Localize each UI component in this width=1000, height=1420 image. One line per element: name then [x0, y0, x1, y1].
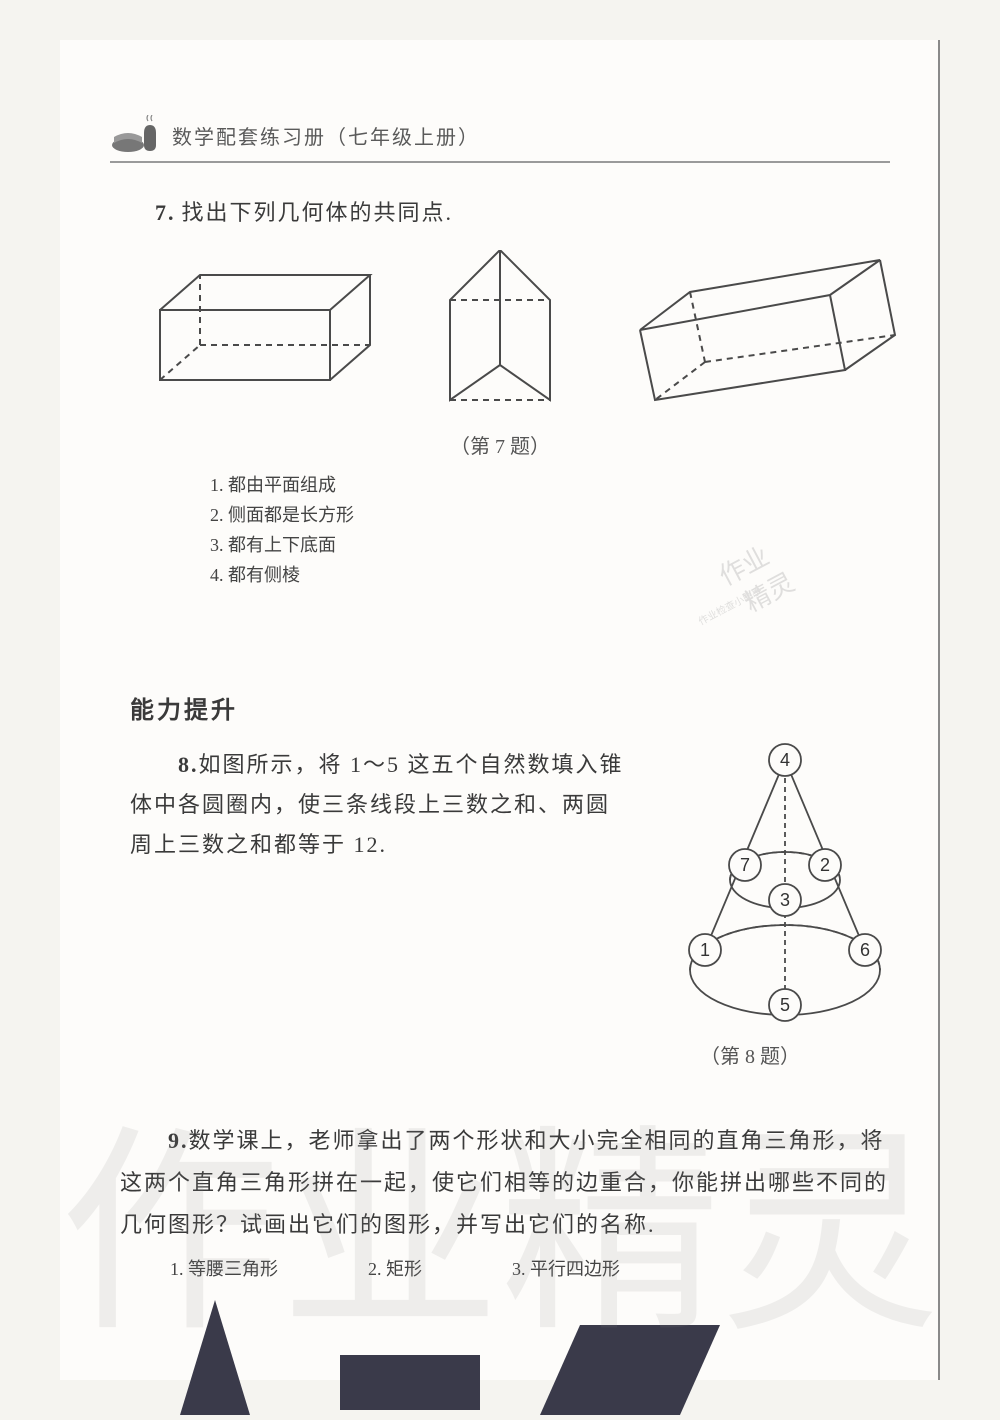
q7-answer-item: 4. 都有侧棱	[210, 560, 354, 590]
q8-caption: （第 8 题）	[700, 1040, 800, 1069]
q7-prisms	[140, 250, 900, 420]
question-8: 8.如图所示，将 1～5 这五个自然数填入锥体中各圆圈内，使三条线段上三数之和、…	[130, 745, 630, 865]
svg-text:4: 4	[780, 750, 790, 770]
q8-number: 8.	[178, 752, 199, 777]
q9-shapes	[160, 1300, 860, 1420]
watermark-stamp-icon: 作业 精灵 作业检查小助手	[680, 540, 820, 640]
question-7: 7.找出下列几何体的共同点.	[155, 195, 453, 227]
book-cup-icon	[110, 115, 162, 155]
section-heading: 能力提升	[130, 690, 238, 725]
page-header: 数学配套练习册（七年级上册）	[110, 115, 890, 163]
page-content: 数学配套练习册（七年级上册） 7.找出下列几何体的共同点.	[60, 40, 940, 1380]
q8-cone-diagram: 4 7 2 3 1 6 5	[670, 735, 900, 1035]
q7-answers: 1. 都由平面组成 2. 侧面都是长方形 3. 都有上下底面 4. 都有侧棱	[210, 470, 354, 590]
q7-caption: （第 7 题）	[60, 430, 940, 459]
q7-answer-item: 2. 侧面都是长方形	[210, 500, 354, 530]
svg-text:1: 1	[700, 940, 710, 960]
q7-text: 找出下列几何体的共同点.	[182, 200, 454, 225]
q9-answer-item: 2. 矩形	[368, 1255, 422, 1281]
q9-number: 9.	[168, 1128, 189, 1153]
rectangle-icon	[340, 1355, 480, 1410]
svg-text:6: 6	[860, 940, 870, 960]
q9-text: 数学课上，老师拿出了两个形状和大小完全相同的直角三角形，将这两个直角三角形拼在一…	[120, 1128, 888, 1237]
q9-answers: 1. 等腰三角形 2. 矩形 3. 平行四边形	[170, 1255, 620, 1281]
svg-text:5: 5	[780, 995, 790, 1015]
q7-answer-item: 1. 都由平面组成	[210, 470, 354, 500]
svg-text:2: 2	[820, 855, 830, 875]
svg-text:7: 7	[740, 855, 750, 875]
question-9: 9.数学课上，老师拿出了两个形状和大小完全相同的直角三角形，将这两个直角三角形拼…	[120, 1120, 900, 1246]
parallelogram-icon	[540, 1325, 720, 1415]
q7-number: 7.	[155, 200, 176, 225]
q8-text: 如图所示，将 1～5 这五个自然数填入锥体中各圆圈内，使三条线段上三数之和、两圆…	[130, 752, 624, 857]
header-title: 数学配套练习册（七年级上册）	[172, 121, 480, 150]
svg-text:3: 3	[780, 890, 790, 910]
q9-answer-item: 3. 平行四边形	[512, 1255, 620, 1281]
isoceles-triangle-icon	[180, 1300, 250, 1415]
q7-answer-item: 3. 都有上下底面	[210, 530, 354, 560]
q9-answer-item: 1. 等腰三角形	[170, 1255, 278, 1281]
